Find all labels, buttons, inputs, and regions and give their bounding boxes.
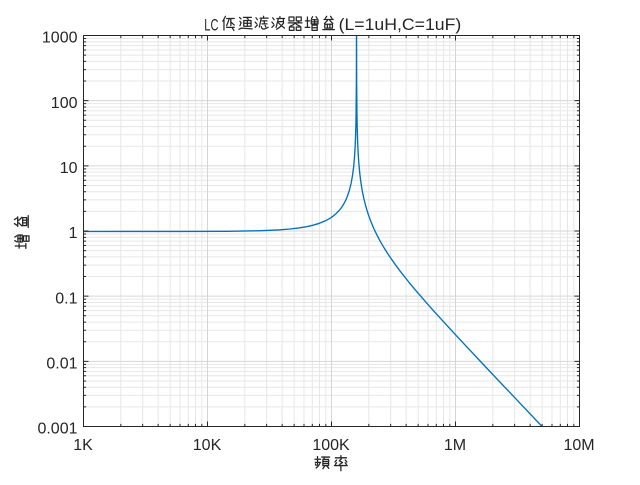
svg-text:0.001: 0.001 [37,421,77,438]
svg-text:10: 10 [60,160,78,177]
svg-text:1M: 1M [444,437,466,454]
svg-text:1: 1 [69,225,78,242]
svg-text:LC: LC [204,15,218,34]
svg-text:100K: 100K [312,437,350,454]
svg-text:10M: 10M [563,437,594,454]
svg-text:10K: 10K [193,437,222,454]
svg-text:(L=1uH,C=1uF): (L=1uH,C=1uF) [339,14,462,33]
svg-text:1000: 1000 [42,30,78,47]
svg-text:0.1: 0.1 [55,290,77,307]
svg-text:1K: 1K [73,437,93,454]
svg-text:100: 100 [51,95,78,112]
svg-text:0.01: 0.01 [46,356,77,373]
